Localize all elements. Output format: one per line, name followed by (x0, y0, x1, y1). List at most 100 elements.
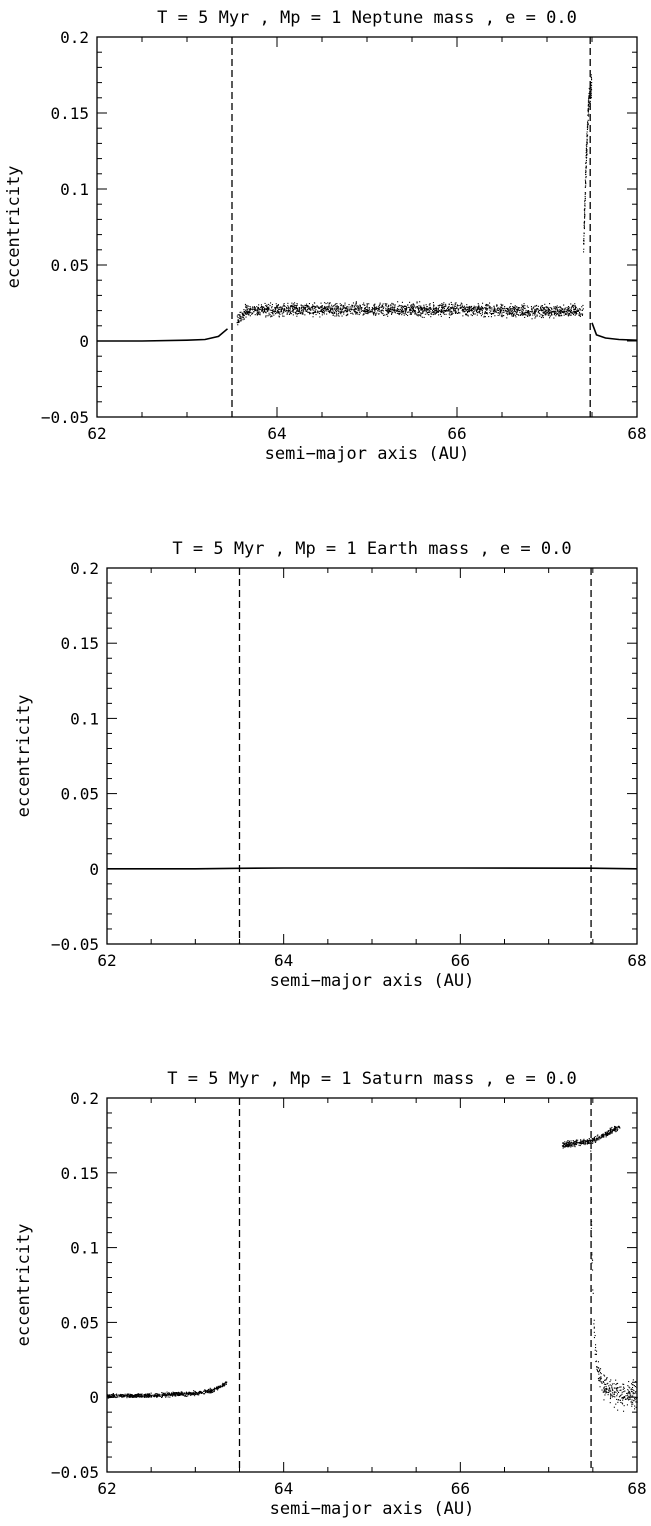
data-point (143, 1395, 145, 1397)
data-point (128, 1393, 130, 1395)
data-point (392, 306, 394, 308)
data-point (500, 310, 502, 312)
data-point (634, 1405, 636, 1407)
data-point (536, 304, 538, 306)
data-point (345, 308, 347, 310)
data-point (356, 311, 358, 313)
data-point (249, 311, 251, 313)
data-point (113, 1394, 115, 1396)
data-point (394, 304, 396, 306)
data-point (355, 301, 357, 303)
data-point (291, 310, 293, 312)
data-point (587, 109, 589, 111)
data-point (578, 314, 580, 316)
data-point (584, 215, 586, 217)
data-point (126, 1397, 128, 1399)
data-point (620, 1401, 622, 1403)
data-point (614, 1391, 616, 1393)
data-point (584, 195, 586, 197)
data-point (223, 1385, 225, 1387)
data-point (336, 307, 338, 309)
data-point (525, 312, 527, 314)
y-tick-label: 0 (89, 860, 99, 879)
data-point (514, 313, 516, 315)
data-point (268, 306, 270, 308)
data-point (462, 311, 464, 313)
data-point (596, 1137, 598, 1139)
data-point (477, 309, 479, 311)
data-point (256, 309, 258, 311)
data-point (176, 1394, 178, 1396)
data-point (461, 309, 463, 311)
data-point (607, 1130, 609, 1132)
data-point (624, 1396, 626, 1398)
data-point (386, 314, 388, 316)
data-point (293, 307, 295, 309)
data-point (269, 314, 271, 316)
data-point (109, 1396, 111, 1398)
data-point (581, 306, 583, 308)
data-point (627, 1394, 629, 1396)
data-point (584, 212, 586, 214)
data-point (457, 305, 459, 307)
data-point (304, 304, 306, 306)
data-point (601, 1135, 603, 1137)
data-point (403, 314, 405, 316)
data-point (545, 310, 547, 312)
data-point (279, 311, 281, 313)
data-point (506, 317, 508, 319)
data-point (405, 305, 407, 307)
data-point (335, 308, 337, 310)
data-point (591, 1236, 593, 1238)
data-point (466, 309, 468, 311)
x-tick-label: 62 (97, 951, 116, 970)
data-point (344, 304, 346, 306)
data-point (527, 315, 529, 317)
data-point (541, 305, 543, 307)
data-point (336, 308, 338, 310)
data-point (204, 1389, 206, 1391)
data-point (631, 1390, 633, 1392)
data-point (479, 309, 481, 311)
data-point (448, 304, 450, 306)
data-point (275, 307, 277, 309)
data-point (483, 316, 485, 318)
data-point (246, 304, 248, 306)
data-point (598, 1380, 600, 1382)
data-point (535, 316, 537, 318)
data-point (617, 1387, 619, 1389)
data-point (499, 310, 501, 312)
data-point (433, 312, 435, 314)
data-point (387, 312, 389, 314)
data-point (261, 308, 263, 310)
data-point (604, 1383, 606, 1385)
data-point (172, 1392, 174, 1394)
data-point (310, 307, 312, 309)
data-point (237, 322, 239, 324)
data-point (314, 307, 316, 309)
data-point (321, 314, 323, 316)
data-point (291, 302, 293, 304)
data-point (632, 1401, 634, 1403)
data-point (525, 313, 527, 315)
data-point (484, 316, 486, 318)
data-point (126, 1393, 128, 1395)
data-point (634, 1391, 636, 1393)
data-point (473, 310, 475, 312)
data-point (364, 308, 366, 310)
data-point (271, 309, 273, 311)
data-point (385, 304, 387, 306)
data-point (274, 309, 276, 311)
data-point (583, 232, 585, 234)
data-point (589, 83, 591, 85)
data-point (488, 316, 490, 318)
data-point (606, 1378, 608, 1380)
data-point (521, 312, 523, 314)
data-point (416, 314, 418, 316)
data-point (563, 1142, 565, 1144)
data-point (305, 305, 307, 307)
data-point (385, 309, 387, 311)
data-point (506, 307, 508, 309)
data-point (199, 1390, 201, 1392)
data-point (634, 1393, 636, 1395)
